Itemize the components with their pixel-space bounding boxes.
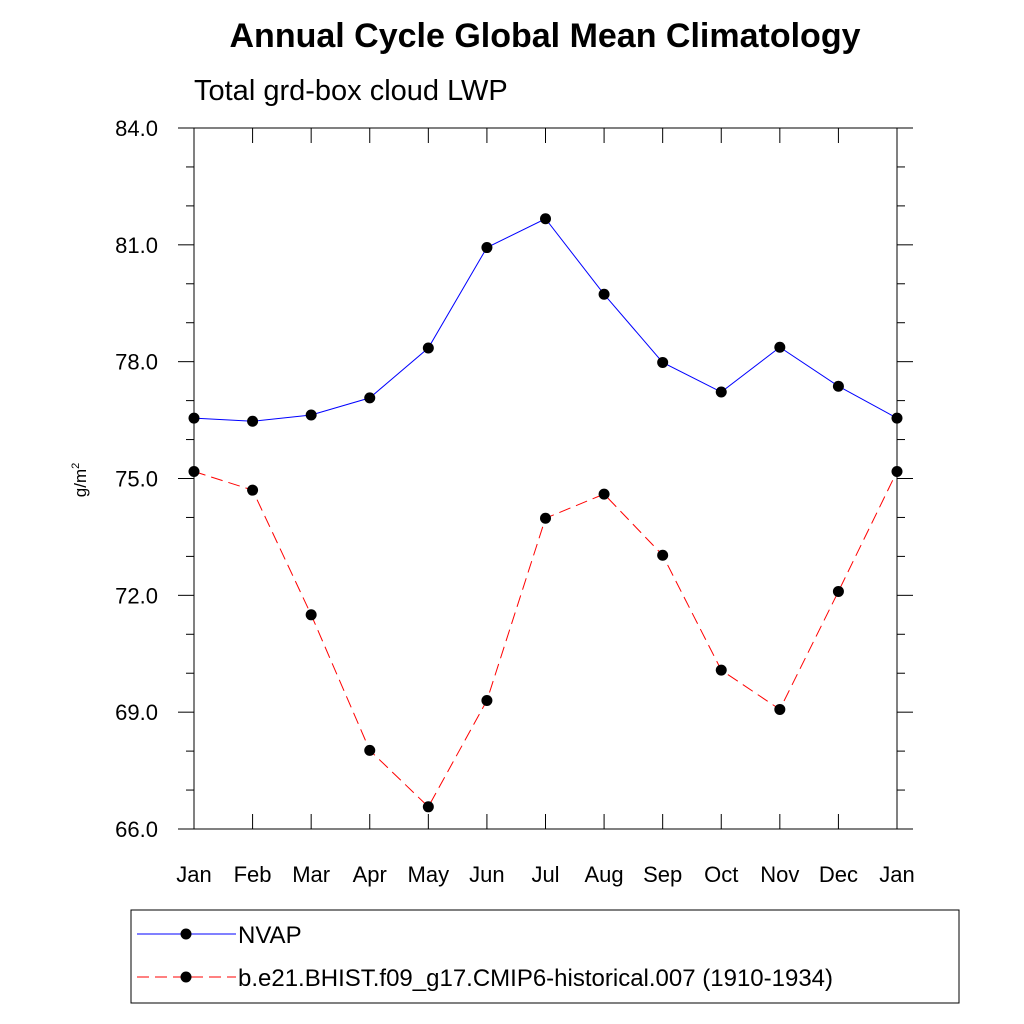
y-tick-label: 75.0 xyxy=(115,467,158,492)
legend-box xyxy=(130,909,960,1004)
series-1-point xyxy=(540,512,551,524)
y-tick-label: 81.0 xyxy=(115,233,158,258)
series-1-point xyxy=(657,549,669,561)
y-tick-label: 84.0 xyxy=(115,116,158,141)
series-0-point xyxy=(891,412,903,424)
series-1-point xyxy=(422,801,434,813)
series-1-point xyxy=(715,664,727,676)
chart-subtitle: Total grd-box cloud LWP xyxy=(194,75,508,107)
series-1-point xyxy=(598,488,610,500)
y-tick-label: 66.0 xyxy=(115,817,158,842)
series-1-point xyxy=(832,585,844,597)
series-1-point xyxy=(305,609,317,621)
x-tick-label: Feb xyxy=(234,862,272,887)
series-0-line xyxy=(193,218,898,422)
x-tick-label: Jan xyxy=(879,862,914,887)
legend-marker-0 xyxy=(180,928,192,940)
legend-label-0: NVAP xyxy=(238,922,302,949)
series-0-point xyxy=(540,213,551,225)
series-1-point xyxy=(891,465,903,477)
chart-title: Annual Cycle Global Mean Climatology xyxy=(230,17,861,55)
x-tick-label: Sep xyxy=(643,862,682,887)
x-tick-label: Dec xyxy=(819,862,858,887)
series-1-point xyxy=(247,484,259,496)
series-0-point xyxy=(188,412,200,424)
x-tick-label: Jan xyxy=(176,862,211,887)
series-0-point xyxy=(832,380,844,392)
x-tick-label: Oct xyxy=(704,862,738,887)
x-tick-label: Jul xyxy=(531,862,559,887)
legend: NVAP b.e21.BHIST.f09_g17.CMIP6-historical… xyxy=(137,922,833,992)
series-1-point xyxy=(188,465,200,477)
series-0-point xyxy=(774,341,786,353)
plot-area: Jan Feb Mar Apr May Jun Jul Aug Sep Oct Nov Dec Jan 6… xyxy=(115,116,915,887)
series-0-point xyxy=(247,415,259,427)
x-tick-label: May xyxy=(408,862,450,887)
y-axis-label-base: g/m xyxy=(71,469,90,497)
series-0-point xyxy=(715,386,727,398)
y-axis-label-sup: 2 xyxy=(70,463,82,469)
series-0-point xyxy=(305,409,317,421)
y-tick-label: 72.0 xyxy=(115,583,158,608)
y-tick-label: 69.0 xyxy=(115,700,158,725)
series-0-point xyxy=(364,392,376,404)
legend-label-1: b.e21.BHIST.f09_g17.CMIP6-historical.007… xyxy=(238,965,833,992)
x-tick-label: Nov xyxy=(760,862,799,887)
series-1-point xyxy=(774,703,786,715)
plot-frame xyxy=(193,127,898,830)
x-tick-label: Jun xyxy=(469,862,504,887)
series-0-point xyxy=(598,288,610,300)
x-tick-label: Aug xyxy=(585,862,624,887)
x-tick-label: Mar xyxy=(292,862,330,887)
y-axis-label: g/m2 xyxy=(70,463,90,497)
legend-marker-1 xyxy=(180,971,192,983)
series-0-point xyxy=(481,242,493,254)
y-tick-label: 78.0 xyxy=(115,350,158,375)
x-tick-label: Apr xyxy=(353,862,387,887)
series-1-point xyxy=(364,744,376,756)
series-0-point xyxy=(657,356,669,368)
series-1-point xyxy=(481,694,493,706)
series-0-point xyxy=(422,342,434,354)
